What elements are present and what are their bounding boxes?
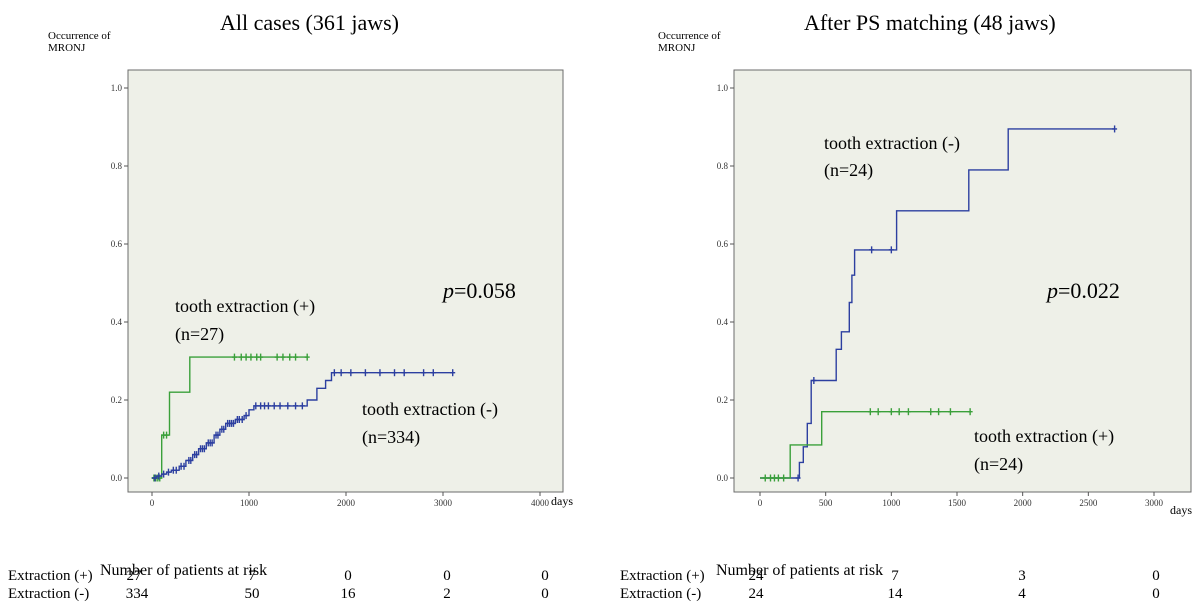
risk-cell: 2: [443, 586, 451, 602]
risk-row-label-extraction-minus: Extraction (-): [8, 586, 90, 602]
plot-area: [733, 69, 1192, 493]
chart-panel-ps-matching: After PS matching (48 jaws) Occurrence o…: [602, 0, 1203, 606]
x-axis-label: days: [551, 494, 573, 508]
series-annotation-n: (n=24): [824, 160, 873, 181]
risk-cell: 0: [1152, 586, 1160, 602]
risk-cell: 0: [541, 568, 549, 584]
series-annotation-name: tooth extraction (+): [175, 296, 315, 317]
km-plot-all-cases: 0.0 0.2 0.4 0.6 0.8 1.0 0 1000 2000 3000 4000 days t…: [111, 69, 573, 508]
p-value: p=0.022: [1045, 278, 1120, 303]
x-tick-label: 2000: [1014, 498, 1033, 508]
series-annotation-name: tooth extraction (-): [362, 399, 498, 420]
x-tick-label: 1000: [240, 498, 259, 508]
y-tick-label: 0.4: [717, 317, 729, 327]
risk-cell: 24: [748, 568, 764, 584]
y-axis-label-line-2: MRONJ: [658, 42, 696, 54]
y-tick-label: 0.8: [717, 161, 729, 171]
y-tick-label: 0.8: [111, 161, 123, 171]
y-axis-label: Occurrence of MRONJ: [48, 30, 111, 54]
plot-area: [127, 69, 564, 493]
risk-cell: 0: [344, 568, 352, 584]
y-tick-label: 0.0: [717, 473, 729, 483]
risk-cell: 7: [891, 568, 899, 584]
y-tick-label: 0.0: [111, 473, 123, 483]
chart-panel-all-cases: All cases (361 jaws) Occurrence of MRONJ…: [0, 0, 601, 606]
y-axis-label-line-1: Occurrence of: [48, 30, 111, 42]
x-tick-label: 4000: [531, 498, 550, 508]
y-axis-label-line-2: MRONJ: [48, 42, 86, 54]
risk-cell: 0: [1152, 568, 1160, 584]
x-tick-label: 3000: [1145, 498, 1164, 508]
series-annotation-n: (n=24): [974, 454, 1023, 475]
x-tick-label: 0: [150, 498, 155, 508]
series-annotation-n: (n=334): [362, 427, 420, 448]
p-value: p=0.058: [441, 278, 516, 303]
risk-cell: 7: [248, 568, 256, 584]
risk-cell: 0: [443, 568, 451, 584]
risk-cell: 14: [887, 586, 903, 602]
y-tick-label: 0.6: [111, 239, 123, 249]
risk-cell: 16: [340, 586, 356, 602]
risk-cell: 24: [748, 586, 764, 602]
y-tick-label: 0.4: [111, 317, 123, 327]
risk-table-title: Number of patients at risk: [100, 562, 268, 579]
y-axis-label: Occurrence of MRONJ: [658, 30, 721, 54]
x-axis-label: days: [1170, 503, 1192, 517]
y-tick-label: 0.2: [111, 395, 122, 405]
y-tick-label: 1.0: [111, 83, 123, 93]
risk-table-title: Number of patients at risk: [716, 562, 884, 579]
y-tick-label: 0.2: [717, 395, 728, 405]
risk-cell: 4: [1018, 586, 1026, 602]
x-tick-label: 1000: [882, 498, 901, 508]
risk-cell: 3: [1018, 568, 1026, 584]
y-tick-label: 0.6: [717, 239, 729, 249]
risk-cell: 334: [125, 586, 149, 602]
x-tick-label: 2000: [337, 498, 356, 508]
risk-row-label-extraction-plus: Extraction (+): [8, 568, 93, 584]
risk-cell: 0: [541, 586, 549, 602]
series-line-a: [760, 128, 1115, 479]
risk-row-label-extraction-minus: Extraction (-): [620, 586, 702, 602]
x-tick-label: 3000: [434, 498, 453, 508]
series-annotation-name: tooth extraction (+): [974, 426, 1114, 447]
x-tick-label: 2500: [1079, 498, 1098, 508]
y-axis-label-line-1: Occurrence of: [658, 30, 721, 42]
series-annotation-n: (n=27): [175, 324, 224, 345]
series-line-a: [152, 356, 308, 479]
series-annotation-name: tooth extraction (-): [824, 133, 960, 154]
y-tick-label: 1.0: [717, 83, 729, 93]
x-tick-label: 500: [819, 498, 833, 508]
x-tick-label: 1500: [948, 498, 967, 508]
x-tick-label: 0: [758, 498, 763, 508]
risk-cell: 27: [126, 568, 142, 584]
chart-title: All cases (361 jaws): [220, 10, 400, 35]
km-plot-ps-matching: 0.0 0.2 0.4 0.6 0.8 1.0 0 500 1000 1500 2000 2500 30…: [717, 69, 1192, 517]
chart-title: After PS matching (48 jaws): [804, 10, 1056, 35]
risk-row-label-extraction-plus: Extraction (+): [620, 568, 705, 584]
risk-cell: 50: [244, 586, 260, 602]
